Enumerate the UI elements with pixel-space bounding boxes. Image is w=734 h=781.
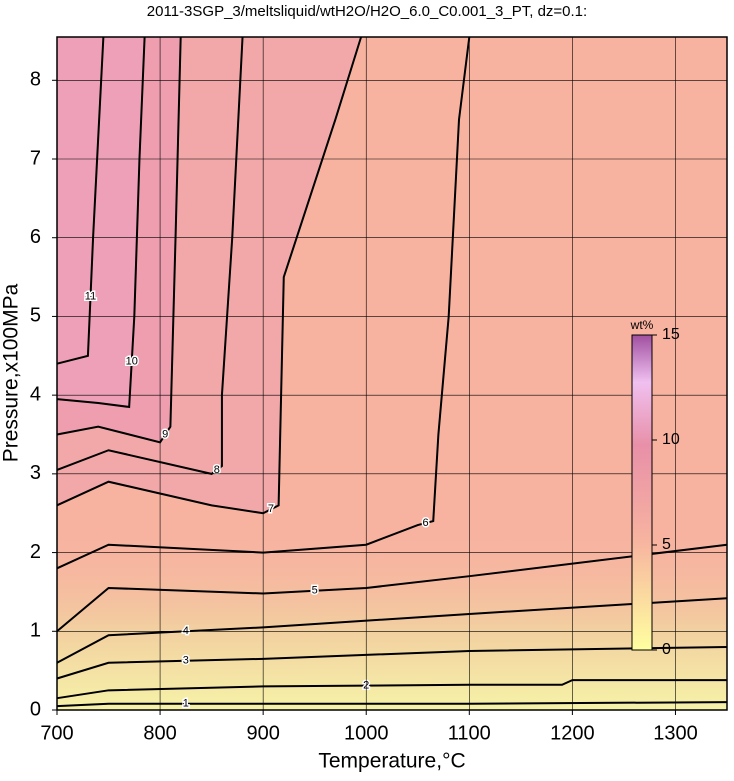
- x-tick-label: 1100: [448, 722, 491, 744]
- contour-line: [56, 36, 105, 365]
- contour-label: 10: [126, 356, 138, 368]
- colorbar-label: wt%: [630, 318, 654, 332]
- contour-line: [56, 36, 363, 515]
- y-axis-label: Pressure,x100MPa: [0, 283, 23, 462]
- y-tick-label: 2: [30, 541, 41, 563]
- contour-label: 11: [85, 291, 96, 303]
- y-tick-label: 4: [30, 383, 41, 405]
- y-tick-label: 8: [30, 69, 41, 91]
- x-tick-label: 800: [143, 722, 176, 744]
- colorbar: [631, 334, 653, 651]
- contour-line: [56, 543, 728, 633]
- contour-label: 1: [183, 698, 189, 710]
- contour-label: 6: [422, 517, 428, 529]
- x-tick-label: 900: [246, 722, 279, 744]
- colorbar-tick-label: 0: [662, 641, 671, 658]
- y-tick-label: 5: [30, 305, 41, 327]
- contour-label: 7: [268, 503, 274, 515]
- contour-label: 3: [183, 655, 189, 667]
- contour-line: [56, 36, 471, 570]
- x-tick-label: 1200: [550, 722, 595, 744]
- colorbar-tick-label: 5: [662, 536, 671, 553]
- y-tick-label: 0: [30, 698, 41, 720]
- y-tick-label: 3: [30, 462, 41, 484]
- x-axis-label: Temperature,°C: [318, 750, 465, 773]
- chart-title: 2011-3SGP_3/meltsliquid/wtH2O/H2O_6.0_C0…: [147, 3, 587, 20]
- contour-line: [56, 36, 182, 444]
- colorbar-tick-label: 15: [662, 326, 680, 343]
- contour-line: [56, 36, 146, 409]
- colorbar-tick-label: 10: [662, 431, 680, 448]
- y-tick-label: 6: [30, 226, 41, 248]
- y-tick-label: 7: [30, 147, 41, 169]
- contour-label: 8: [214, 464, 220, 476]
- x-tick-label: 700: [40, 722, 73, 744]
- contour-label: 9: [162, 428, 168, 440]
- x-tick-label: 1300: [653, 722, 698, 744]
- plot-frame: [56, 36, 728, 711]
- contour-label: 5: [312, 585, 318, 597]
- y-tick-label: 1: [30, 620, 41, 642]
- region-fill: [57, 37, 145, 407]
- x-tick-label: 1000: [344, 722, 389, 744]
